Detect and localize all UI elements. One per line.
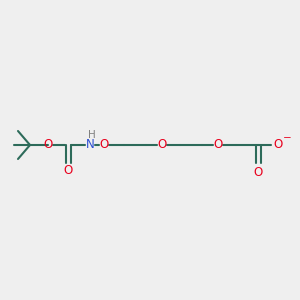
Text: O: O xyxy=(254,166,262,178)
Text: O: O xyxy=(44,139,52,152)
Text: O: O xyxy=(213,139,223,152)
Text: N: N xyxy=(85,139,94,152)
Text: H: H xyxy=(88,130,96,140)
Text: O: O xyxy=(63,164,73,176)
Text: −: − xyxy=(283,133,291,143)
Text: O: O xyxy=(273,139,283,152)
Text: O: O xyxy=(99,139,109,152)
Text: O: O xyxy=(158,139,166,152)
